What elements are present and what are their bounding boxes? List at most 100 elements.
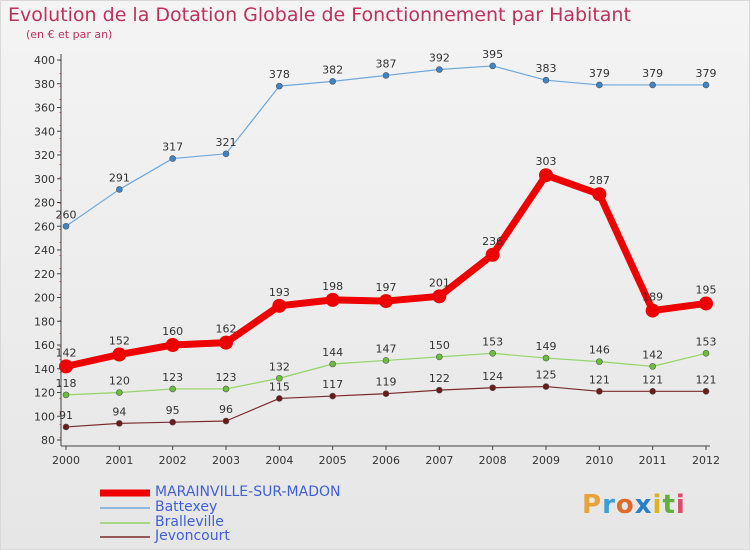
data-label: 123 xyxy=(216,371,237,384)
data-point xyxy=(329,392,336,400)
data-label: 197 xyxy=(376,281,397,294)
x-tick-label: 2003 xyxy=(212,454,240,467)
data-label: 303 xyxy=(536,155,557,168)
data-label: 120 xyxy=(109,375,130,388)
data-point xyxy=(542,383,550,390)
data-point xyxy=(169,155,176,162)
data-label: 160 xyxy=(162,325,183,338)
data-label: 317 xyxy=(162,141,183,154)
data-label: 96 xyxy=(219,403,233,416)
logo-letter: i xyxy=(675,490,686,520)
data-point xyxy=(329,360,336,368)
y-tick-label: 140 xyxy=(34,363,55,376)
data-label: 149 xyxy=(536,340,557,353)
x-tick-label: 2002 xyxy=(159,454,187,467)
data-label: 95 xyxy=(166,404,180,417)
data-point xyxy=(116,420,123,427)
data-point xyxy=(382,357,390,364)
x-tick-label: 2006 xyxy=(372,454,400,467)
y-tick-label: 220 xyxy=(34,268,55,281)
data-point xyxy=(645,303,660,318)
data-point xyxy=(542,76,550,84)
data-label: 153 xyxy=(696,335,717,348)
y-tick-label: 120 xyxy=(34,387,55,400)
data-point xyxy=(649,388,656,395)
x-tick-label: 2001 xyxy=(105,454,133,467)
data-label: 193 xyxy=(269,286,290,299)
data-label: 162 xyxy=(216,323,237,336)
data-point xyxy=(596,388,603,395)
data-point xyxy=(699,296,713,311)
x-tick-label: 2000 xyxy=(52,454,80,467)
data-label: 291 xyxy=(109,171,130,184)
data-label: 387 xyxy=(376,57,397,70)
data-label: 146 xyxy=(589,344,610,357)
y-tick-label: 240 xyxy=(34,244,55,257)
y-tick-label: 160 xyxy=(34,339,55,352)
data-label: 122 xyxy=(429,372,450,385)
data-point xyxy=(382,72,390,79)
x-tick-label: 2009 xyxy=(532,454,560,467)
data-label: 321 xyxy=(216,136,237,149)
y-tick-label: 180 xyxy=(34,315,55,328)
logo-letter: P xyxy=(582,490,603,520)
data-point xyxy=(436,353,443,361)
data-point xyxy=(62,391,70,399)
data-label: 132 xyxy=(269,360,290,373)
y-tick-label: 80 xyxy=(41,434,55,447)
data-point xyxy=(649,81,656,89)
data-point xyxy=(276,374,283,382)
data-label: 119 xyxy=(376,376,397,389)
x-tick-label: 2007 xyxy=(425,454,453,467)
data-point xyxy=(489,350,496,357)
y-tick-label: 300 xyxy=(34,173,55,186)
data-point xyxy=(329,78,336,85)
data-label: 147 xyxy=(376,342,397,355)
data-label: 379 xyxy=(696,67,717,80)
data-label: 392 xyxy=(429,52,450,65)
legend-label: Battexey xyxy=(155,499,218,515)
data-point xyxy=(276,395,283,402)
data-point xyxy=(592,187,607,202)
data-point xyxy=(542,354,550,362)
data-point xyxy=(169,385,176,393)
x-tick-label: 2012 xyxy=(692,454,720,467)
data-label: 153 xyxy=(482,335,503,348)
data-label: 123 xyxy=(162,371,183,384)
data-label: 382 xyxy=(322,63,343,76)
data-label: 287 xyxy=(589,174,610,187)
data-point xyxy=(539,168,553,183)
y-tick-label: 400 xyxy=(34,54,55,67)
data-point xyxy=(702,81,710,89)
data-point xyxy=(702,350,710,357)
data-point xyxy=(272,298,287,313)
data-label: 236 xyxy=(482,235,503,248)
data-point xyxy=(596,81,603,89)
data-label: 142 xyxy=(642,348,663,361)
data-label: 118 xyxy=(56,377,77,390)
data-label: 125 xyxy=(536,369,557,382)
data-point xyxy=(62,222,70,230)
data-label: 121 xyxy=(642,373,663,386)
data-label: 150 xyxy=(429,339,450,352)
data-label: 121 xyxy=(589,373,610,386)
data-point xyxy=(436,66,443,73)
x-tick-label: 2008 xyxy=(479,454,507,467)
data-label: 195 xyxy=(696,283,717,296)
data-label: 189 xyxy=(642,291,663,304)
data-point xyxy=(489,62,496,70)
data-label: 152 xyxy=(109,335,130,348)
legend-label: Bralleville xyxy=(155,514,224,530)
y-tick-label: 260 xyxy=(34,220,55,233)
y-tick-label: 360 xyxy=(34,102,55,115)
data-point xyxy=(169,418,176,426)
logo-letter: r xyxy=(602,490,616,520)
data-point xyxy=(702,388,710,395)
data-point xyxy=(62,423,70,431)
logo-letter: i xyxy=(652,490,663,520)
data-point xyxy=(112,347,127,362)
data-point xyxy=(276,82,283,90)
data-label: 378 xyxy=(269,68,290,81)
chart-subtitle: (en € et par an) xyxy=(26,28,113,41)
